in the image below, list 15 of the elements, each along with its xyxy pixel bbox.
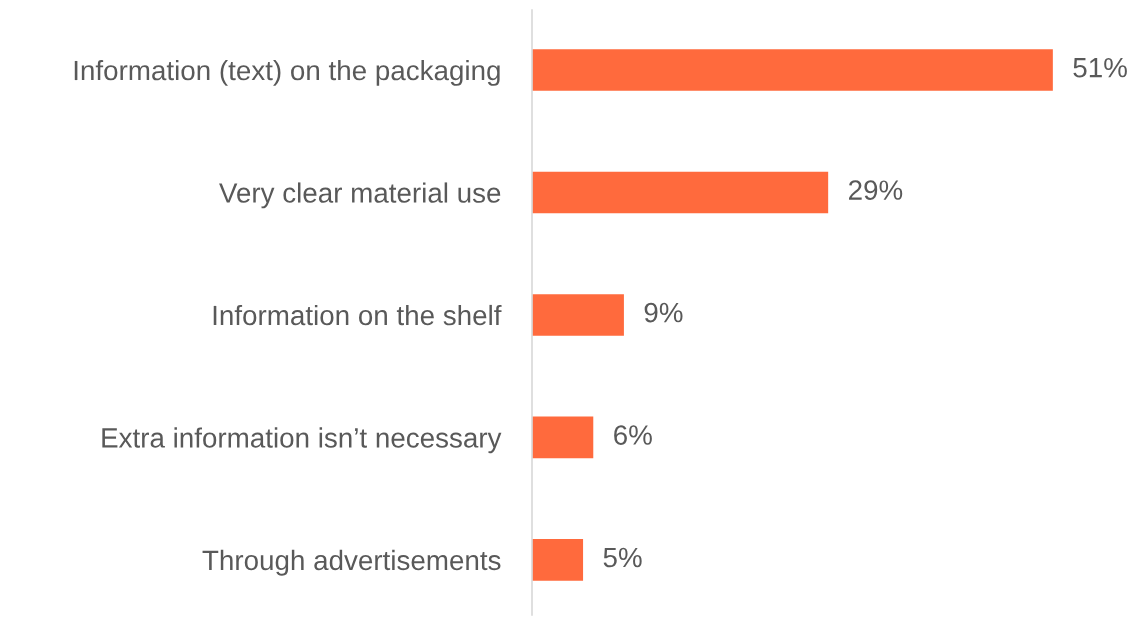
bar	[532, 294, 624, 336]
data-label: 9%	[644, 302, 683, 323]
bar	[532, 539, 584, 581]
y-tick-label: Extra information isn’t necessary	[102, 427, 502, 454]
bar	[532, 49, 1053, 91]
y-tick-label: Information (text) on the packaging	[74, 59, 500, 86]
data-label: 51%	[1073, 57, 1127, 78]
y-tick-label: Through advertisements	[202, 549, 501, 576]
data-label: 29%	[849, 180, 903, 200]
y-tick-label: Information on the shelf	[213, 304, 502, 326]
data-label: 5%	[603, 547, 642, 568]
bar	[532, 171, 829, 214]
data-label: 6%	[614, 425, 652, 445]
y-tick-label: Very clear material use	[219, 182, 501, 209]
bar	[532, 416, 594, 459]
